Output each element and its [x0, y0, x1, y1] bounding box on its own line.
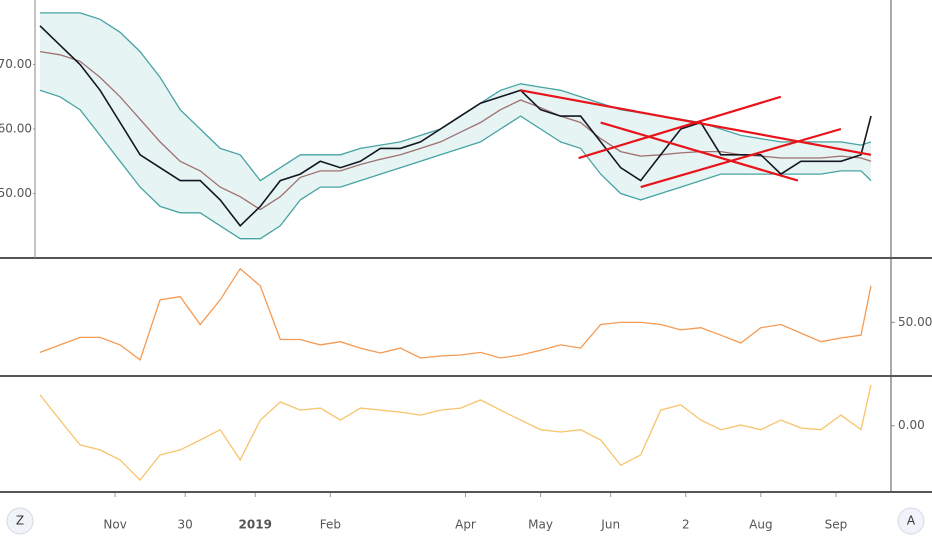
trendline [600, 121, 799, 182]
x-tick-label: 2019 [239, 518, 272, 532]
x-tick-label: Sep [825, 518, 848, 532]
y-tick-label: 0.00 [898, 418, 925, 432]
x-tick-label: Aug [749, 518, 772, 532]
series-line [39, 89, 872, 240]
zoom-button[interactable]: Z [6, 507, 34, 535]
panel: 0.00 [39, 384, 925, 482]
auto-label: A [907, 514, 916, 528]
series-line [39, 384, 872, 482]
x-tick-label: Jun [600, 518, 620, 532]
y-tick-label: 60.00 [0, 122, 32, 136]
x-tick-label: Feb [320, 518, 341, 532]
x-tick-label: 2 [682, 518, 690, 532]
trendline [640, 127, 842, 189]
y-tick-label: 50.00 [898, 315, 932, 329]
panel: 50.00 [39, 267, 932, 361]
trendline [578, 95, 782, 160]
x-tick-label: Nov [103, 518, 126, 532]
series-line [39, 25, 872, 227]
zoom-label: Z [16, 514, 24, 528]
series-line [39, 267, 872, 361]
x-tick-label: 30 [178, 518, 193, 532]
x-tick-label: Apr [455, 518, 476, 532]
panel: 50.00 60.00 70.00 [0, 12, 872, 240]
band-fill [40, 12, 871, 239]
y-tick-label: 50.00 [0, 186, 32, 200]
x-tick-label: May [528, 518, 553, 532]
auto-button[interactable]: A [897, 507, 925, 535]
y-tick-label: 70.00 [0, 57, 32, 71]
